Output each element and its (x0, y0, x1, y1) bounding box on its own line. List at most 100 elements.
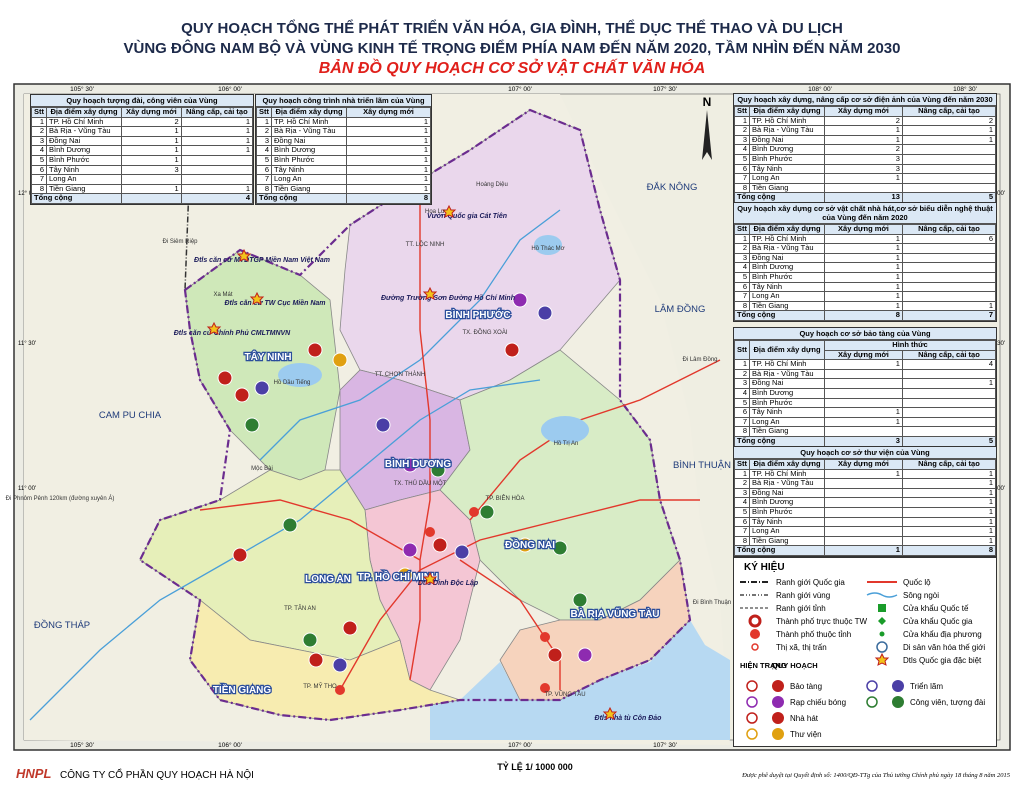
table-cell: 1 (346, 174, 431, 185)
column-header: Nâng cấp, cải tạo (180, 107, 254, 118)
table-cell: 1 (121, 145, 182, 156)
legend-label: Ranh giới vùng (776, 591, 830, 600)
legend-item: Công viên, tượng đài (866, 696, 985, 708)
map-subtitle: BẢN ĐỒ QUY HOẠCH CƠ SỞ VẬT CHẤT VĂN HÓA (318, 60, 706, 77)
facility-icon (232, 547, 248, 563)
table-grid: Stt Địa điểm xây dựng Hình thức Xây dựng mớ… (734, 339, 997, 447)
table-cell: 1 (180, 135, 254, 147)
table-cell: Tổng cộng (734, 435, 825, 447)
legend-label: Triển lãm (910, 682, 943, 691)
place-label: TT. LỘC NINH (406, 241, 445, 248)
longitude-label: 105° 30' (70, 741, 94, 749)
facility-icon (479, 504, 495, 520)
heritage-star (236, 248, 252, 262)
table-cell: 2 (734, 243, 750, 254)
table-grid: Stt Địa điểm xây dựng Xây dựng mới Nâng cấp… (734, 106, 997, 203)
facility-icon (332, 352, 348, 368)
table-cell: 7 (256, 174, 272, 185)
table-cell (901, 387, 997, 399)
table-cell: Tổng cộng (734, 545, 825, 556)
facility-icon (234, 387, 250, 403)
table-cell: 1 (346, 145, 431, 156)
place-label: TP. MỸ THO (303, 683, 337, 690)
table-cell (901, 368, 997, 380)
legend-symbol (748, 614, 762, 628)
table-cell: 7 (734, 416, 750, 428)
longitude-label: 107° 30' (653, 85, 677, 93)
table-cell (824, 497, 903, 508)
table-row: 5 Bình Phước 1 (256, 154, 431, 166)
legend-item: Ranh giới vùng (740, 591, 830, 600)
table-cell (901, 163, 997, 175)
table-cell (901, 153, 997, 165)
table-cell: 1 (901, 506, 997, 518)
table-cell: 2 (824, 144, 903, 155)
facility-icon (402, 542, 418, 558)
table-row: 2 Bà Rịa - Vũng Tàu 1 (734, 243, 997, 254)
column-header: Xây dựng mới (824, 224, 903, 235)
table-row: 2 Bà Rịa - Vũng Tàu 1 1 (734, 125, 997, 136)
facility-icon (454, 544, 470, 560)
legend-item: Quốc lộ (867, 578, 931, 587)
table-cell: 3 (734, 252, 750, 264)
heritage-star (422, 571, 438, 585)
table-cell: 13 (824, 192, 903, 203)
table-header-row: Stt Địa điểm xây dựng Xây dựng mới Nâng cấp… (734, 459, 997, 470)
table-cell (901, 262, 997, 273)
table-cell: 1 (121, 154, 182, 166)
place-label: Đi Phnôm Pênh 120km (đường xuyên Á) (6, 495, 115, 502)
table-title: Quy hoạch xây dựng, nâng cấp cơ sở điện … (734, 94, 996, 106)
table-cell: Long An (749, 526, 825, 537)
table-cell: Tổng cộng (256, 193, 347, 204)
legend-label: Rạp chiếu bóng (790, 698, 846, 707)
table-cell: 1 (901, 300, 997, 312)
table-cell: Bình Dương (749, 387, 825, 399)
data-table: Quy hoạch cơ sở thư viện của Vùng Stt Địa … (733, 446, 997, 557)
place-label: Đtls căn cứ TW Cục Miền Nam (224, 298, 325, 307)
title-line1: QUY HOẠCH TỔNG THỂ PHÁT TRIỂN VĂN HÓA, G… (181, 20, 843, 37)
table-cell: 3 (31, 135, 47, 147)
table-row: 1 TP. Hồ Chí Minh 1 4 (734, 359, 997, 370)
longitude-label: 106° 00' (218, 741, 242, 749)
table-cell: 5 (734, 506, 750, 518)
facility-icon (308, 652, 324, 668)
table-cell (901, 173, 997, 184)
legend-symbol (866, 592, 898, 598)
legend-symbol (892, 696, 904, 708)
table-cell: 1 (901, 468, 997, 480)
table-cell: 1 (824, 407, 903, 418)
table-cell: 2 (256, 126, 272, 137)
legend-symbol (772, 728, 784, 740)
neighbor-label: ĐẮK NÔNG (647, 182, 698, 193)
place-label: TP. BIÊN HÒA (486, 494, 525, 502)
data-table: Quy hoạch tượng đài, công viên của Vùng S… (30, 94, 254, 205)
table-total-row: Tổng cộng 8 (256, 193, 431, 204)
legend-symbol (866, 696, 878, 708)
table-row: 5 Bình Phước 3 (734, 153, 997, 165)
table-cell: 1 (901, 516, 997, 528)
column-header: Stt (31, 107, 47, 118)
column-header: Nâng cấp, cải tạo (901, 459, 997, 470)
facility-icon (302, 632, 318, 648)
table-row: 5 Bình Phước 1 (734, 506, 997, 518)
table-cell: 2 (901, 115, 997, 127)
legend-item: Ranh giới Quốc gia (740, 578, 845, 587)
legend-item: Thành phố trực thuộc TW (748, 614, 867, 628)
table-row: 5 Bình Phước 1 (734, 271, 997, 283)
data-table: Quy hoạch xây dựng cơ sở vật chất nhà há… (733, 202, 997, 322)
table-cell: 2 (734, 478, 750, 489)
table-cell: 1 (824, 233, 903, 245)
table-cell: Tổng cộng (734, 310, 825, 321)
table-cell (824, 516, 903, 528)
table-cell: 4 (734, 262, 750, 273)
table-cell (824, 387, 903, 399)
province-label: TÂY NINH (244, 350, 291, 363)
longitude-label: 107° 30' (653, 741, 677, 749)
approval-note: Được phê duyệt tại Quyết định số: 1400/Q… (742, 772, 1010, 779)
legend-symbol (750, 629, 760, 639)
north-label: N (703, 95, 712, 109)
facility-icon (572, 592, 588, 608)
legend-label: Thị xã, thị trấn (776, 643, 827, 652)
column-header: Địa điểm xây dựng (749, 106, 825, 117)
table-cell (824, 426, 903, 437)
